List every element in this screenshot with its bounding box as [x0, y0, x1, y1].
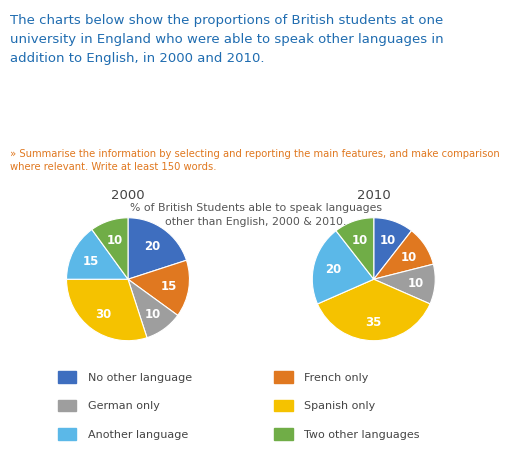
Bar — [274, 428, 293, 440]
Text: 10: 10 — [107, 234, 123, 246]
Text: 10: 10 — [407, 276, 423, 290]
Text: No other language: No other language — [88, 372, 192, 382]
Wedge shape — [374, 218, 412, 280]
Wedge shape — [67, 280, 147, 341]
Wedge shape — [374, 265, 435, 304]
Text: 15: 15 — [161, 280, 178, 293]
Text: 10: 10 — [400, 250, 417, 263]
Bar — [58, 372, 76, 383]
Text: Another language: Another language — [88, 429, 188, 439]
Text: » Summarise the information by selecting and reporting the main features, and ma: » Summarise the information by selecting… — [10, 149, 500, 171]
Text: 10: 10 — [352, 234, 368, 247]
Text: 10: 10 — [144, 307, 161, 320]
Wedge shape — [374, 231, 433, 280]
Text: The charts below show the proportions of British students at one
university in E: The charts below show the proportions of… — [10, 14, 444, 64]
Title: 2000: 2000 — [111, 189, 145, 202]
Bar — [58, 428, 76, 440]
Bar — [274, 372, 293, 383]
Bar — [58, 400, 76, 411]
Wedge shape — [336, 218, 374, 280]
Text: 15: 15 — [82, 254, 99, 267]
Bar — [274, 400, 293, 411]
Text: 20: 20 — [144, 239, 161, 253]
Text: 30: 30 — [95, 307, 112, 320]
Text: % of British Students able to speak languages
other than English, 2000 & 2010.: % of British Students able to speak lang… — [130, 203, 382, 226]
Text: German only: German only — [88, 400, 160, 410]
Wedge shape — [128, 218, 186, 280]
Wedge shape — [312, 231, 374, 304]
Text: Two other languages: Two other languages — [305, 429, 420, 439]
Wedge shape — [92, 218, 128, 280]
Wedge shape — [317, 280, 430, 341]
Text: 10: 10 — [379, 234, 395, 247]
Text: 20: 20 — [325, 263, 342, 276]
Wedge shape — [128, 280, 178, 338]
Title: 2010: 2010 — [357, 189, 391, 202]
Wedge shape — [67, 230, 128, 280]
Text: French only: French only — [305, 372, 369, 382]
Wedge shape — [128, 261, 189, 316]
Text: Spanish only: Spanish only — [305, 400, 376, 410]
Text: 35: 35 — [366, 315, 382, 328]
